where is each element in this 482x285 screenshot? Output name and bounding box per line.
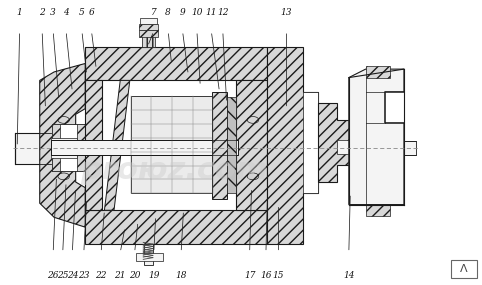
Bar [451, 260, 477, 278]
Text: 20: 20 [129, 271, 140, 280]
Bar [52, 124, 60, 171]
Polygon shape [212, 92, 227, 199]
Bar [404, 141, 416, 155]
Polygon shape [85, 210, 268, 244]
Text: 18: 18 [175, 271, 187, 280]
Text: proюz.com: proюz.com [80, 156, 268, 185]
Bar [135, 253, 163, 261]
Text: 13: 13 [281, 8, 292, 17]
Bar [52, 124, 85, 171]
Text: 22: 22 [95, 271, 107, 280]
Text: 24: 24 [67, 271, 78, 280]
Text: 5: 5 [79, 8, 85, 17]
Polygon shape [349, 69, 404, 205]
Text: 6: 6 [89, 8, 94, 17]
Bar [337, 140, 349, 154]
Polygon shape [85, 80, 102, 210]
Text: 11: 11 [205, 8, 217, 17]
Text: 14: 14 [343, 271, 355, 280]
Text: 2: 2 [39, 8, 45, 17]
Bar [144, 244, 153, 265]
Text: 7: 7 [151, 8, 157, 17]
Bar [51, 140, 238, 155]
Bar [140, 18, 157, 24]
Polygon shape [268, 46, 318, 244]
Text: 10: 10 [191, 8, 202, 17]
Text: 1: 1 [17, 8, 23, 17]
Bar [15, 133, 51, 164]
Bar [51, 138, 77, 158]
Polygon shape [105, 80, 130, 210]
Text: 17: 17 [244, 271, 255, 280]
Text: 19: 19 [148, 271, 160, 280]
Text: 26: 26 [47, 271, 59, 280]
Bar [142, 31, 155, 46]
Bar [139, 24, 158, 30]
Polygon shape [318, 103, 349, 182]
Text: 23: 23 [78, 271, 90, 280]
Bar [366, 205, 389, 216]
Polygon shape [227, 97, 236, 193]
Circle shape [61, 175, 67, 178]
Text: Λ: Λ [460, 264, 468, 274]
Polygon shape [236, 80, 268, 210]
Text: 16: 16 [260, 271, 272, 280]
Text: 9: 9 [180, 8, 186, 17]
Polygon shape [40, 64, 85, 227]
Text: 4: 4 [63, 8, 69, 17]
Bar [139, 30, 158, 37]
Bar [77, 124, 85, 171]
Text: 3: 3 [50, 8, 56, 17]
Text: 21: 21 [115, 271, 126, 280]
Circle shape [61, 118, 67, 122]
Text: 25: 25 [57, 271, 68, 280]
Bar [144, 20, 153, 46]
Bar [366, 66, 389, 78]
Bar [131, 96, 212, 193]
Text: 8: 8 [165, 8, 171, 17]
Bar [303, 92, 318, 193]
Text: 12: 12 [217, 8, 228, 17]
Polygon shape [85, 46, 268, 80]
Text: 15: 15 [273, 271, 284, 280]
